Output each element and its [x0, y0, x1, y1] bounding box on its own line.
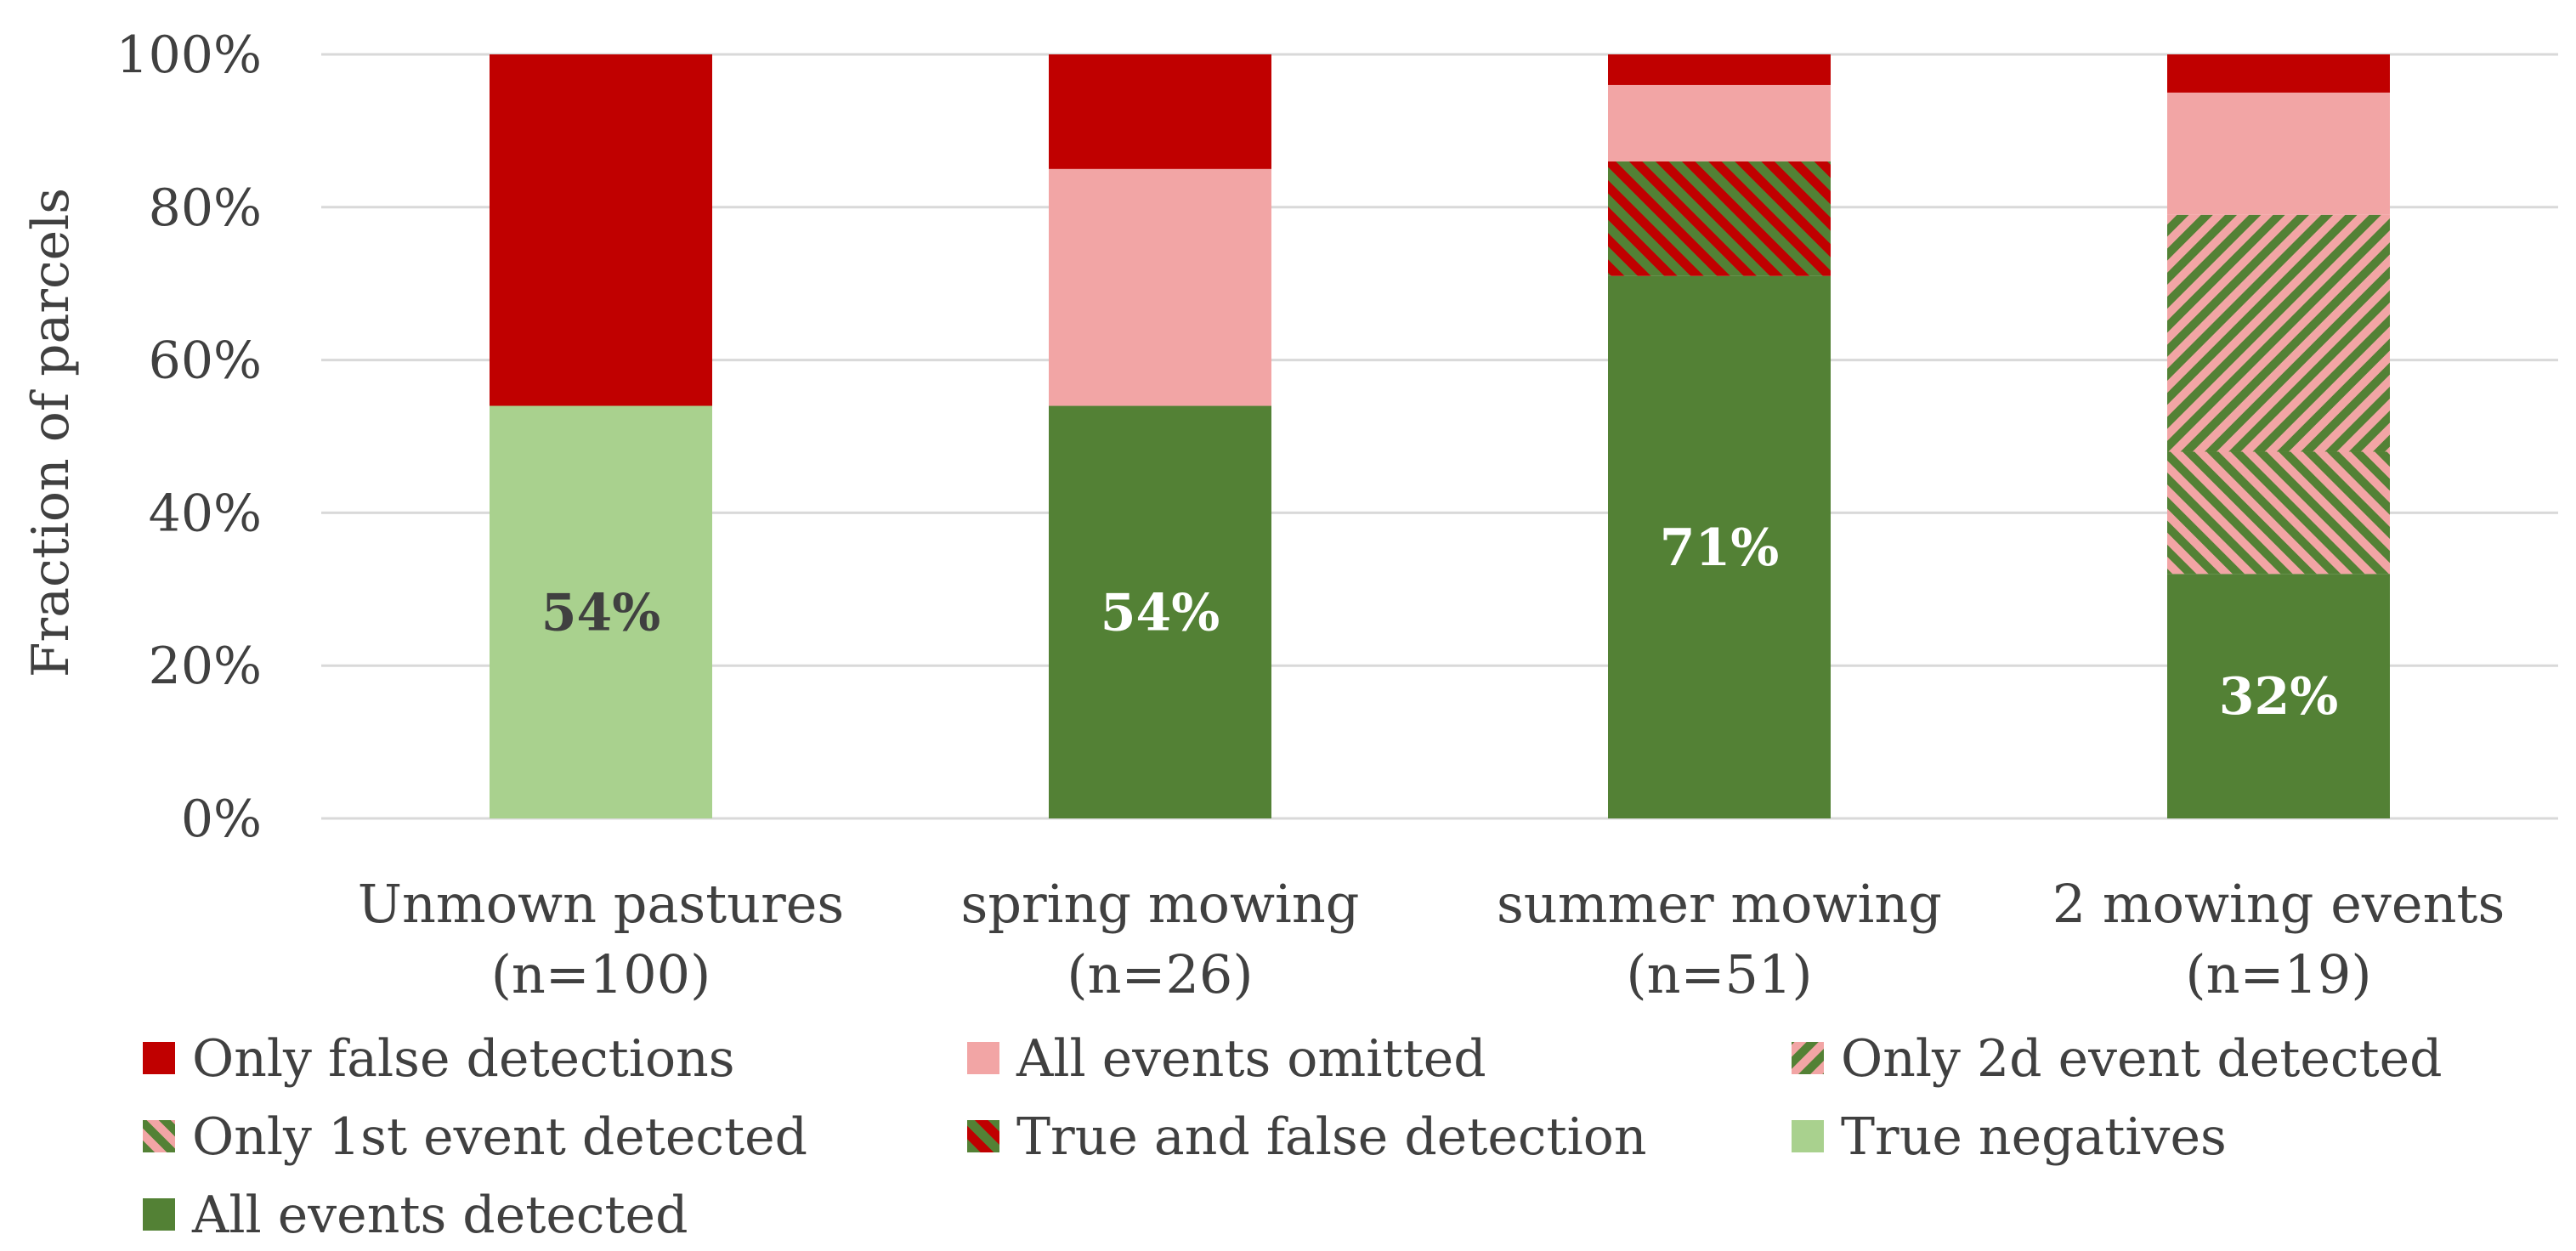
data-label: 32% — [2219, 667, 2339, 727]
x-category-count: (n=19) — [2185, 943, 2371, 1005]
y-tick-label: 0% — [181, 790, 262, 849]
y-tick-label: 20% — [149, 637, 262, 696]
bar-segment-false_only — [1608, 54, 1831, 85]
legend-label: True and false detection — [1016, 1107, 1647, 1167]
legend-swatch-true_false — [967, 1120, 999, 1152]
bar-segment-true_neg — [490, 405, 712, 818]
x-category-label: 2 mowing events — [2052, 873, 2505, 935]
x-category-count: (n=100) — [491, 943, 711, 1005]
legend-label: Only false detections — [192, 1029, 735, 1089]
legend-label: Only 2d event detected — [1841, 1029, 2443, 1089]
x-axis-categories: Unmown pastures (n=100) spring mowing (n=26… — [358, 873, 2505, 1005]
data-labels: 54% 54% 71% 32% — [541, 518, 2339, 727]
x-category-label: Unmown pastures — [358, 873, 844, 935]
x-category-count: (n=51) — [1626, 943, 1812, 1005]
y-tick-label: 80% — [149, 178, 262, 238]
bar-segment-all_detected — [1608, 275, 1831, 819]
bar-segment-first_only — [2167, 451, 2390, 575]
y-tick-label: 60% — [149, 331, 262, 391]
bar-segment-omitted — [1608, 84, 1831, 161]
x-category-count: (n=26) — [1067, 943, 1253, 1005]
bar-segment-false_only — [1049, 54, 1271, 169]
bar-segment-all_detected — [2167, 574, 2390, 818]
legend-swatch-all_detected — [143, 1198, 175, 1231]
y-axis-ticks: 0% 20% 40% 60% 80% 100% — [116, 25, 262, 849]
legend-swatch-second_only — [1792, 1042, 1824, 1074]
bar-segment-true_false — [1608, 161, 1831, 276]
bar-segment-all_detected — [1049, 405, 1271, 818]
bar-segment-false_only — [2167, 54, 2390, 93]
bar-segment-second_only — [2167, 214, 2390, 452]
x-category-label: spring mowing — [961, 873, 1360, 935]
legend-label: All events detected — [191, 1186, 688, 1245]
x-category-label: summer mowing — [1497, 873, 1942, 935]
legend-label: All events omitted — [1016, 1029, 1486, 1089]
legend-swatch-omitted — [967, 1042, 999, 1074]
legend-label: Only 1st event detected — [192, 1107, 807, 1167]
legend-swatch-true_neg — [1792, 1120, 1824, 1152]
bars — [490, 54, 2390, 819]
legend-label: True negatives — [1841, 1107, 2227, 1167]
bar-segment-false_only — [490, 54, 712, 406]
data-label: 54% — [1101, 583, 1220, 642]
legend-swatch-first_only — [143, 1120, 175, 1152]
bar-segment-omitted — [1049, 168, 1271, 406]
data-label: 71% — [1660, 518, 1780, 578]
y-tick-label: 40% — [149, 484, 262, 543]
legend: Only false detections All events omitted O… — [143, 1029, 2443, 1245]
data-label: 54% — [541, 583, 661, 642]
bar-segment-omitted — [2167, 92, 2390, 215]
legend-swatch-false_only — [143, 1042, 175, 1074]
y-tick-label: 100% — [116, 25, 262, 85]
y-axis-label: Fraction of parcels — [21, 188, 81, 677]
